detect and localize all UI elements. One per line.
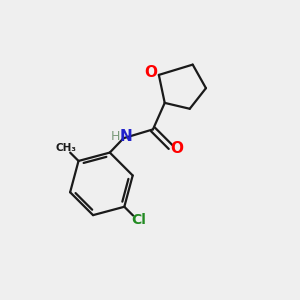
Text: Cl: Cl (131, 213, 146, 227)
Text: N: N (120, 129, 133, 144)
Text: H: H (111, 130, 120, 143)
Text: O: O (171, 141, 184, 156)
Text: CH₃: CH₃ (55, 143, 76, 153)
Text: O: O (144, 65, 157, 80)
